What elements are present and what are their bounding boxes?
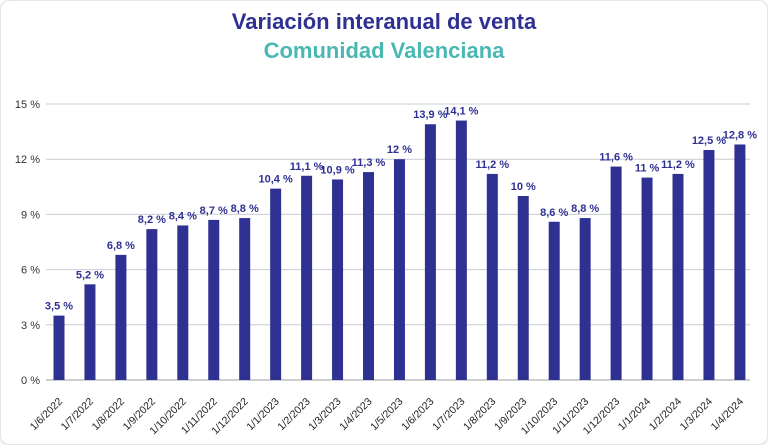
bar bbox=[239, 218, 251, 380]
bar bbox=[146, 229, 158, 380]
x-tick-label: 1/2/2024 bbox=[647, 396, 684, 433]
y-tick-label: 3 % bbox=[21, 320, 40, 332]
bar bbox=[610, 166, 622, 380]
bar bbox=[548, 221, 560, 380]
x-tick-label: 1/1/2023 bbox=[244, 396, 281, 433]
x-tick-label: 1/7/2023 bbox=[430, 396, 467, 433]
data-label: 11 % bbox=[635, 163, 660, 175]
bar bbox=[301, 175, 313, 380]
y-tick-label: 12 % bbox=[15, 154, 40, 166]
x-tick-label: 1/4/2024 bbox=[709, 396, 746, 433]
bar bbox=[579, 218, 591, 380]
x-tick-label: 1/8/2022 bbox=[90, 396, 127, 433]
bar bbox=[177, 225, 189, 380]
data-label: 13,9 % bbox=[413, 109, 447, 121]
data-label: 6,8 % bbox=[107, 240, 135, 252]
data-label: 10,9 % bbox=[320, 164, 354, 176]
bar bbox=[332, 179, 344, 380]
bar bbox=[115, 254, 127, 380]
bar bbox=[363, 172, 374, 380]
bar bbox=[703, 150, 715, 380]
x-tick-label: 1/5/2023 bbox=[368, 396, 405, 433]
data-label: 8,8 % bbox=[571, 203, 599, 215]
y-tick-label: 0 % bbox=[21, 375, 40, 387]
bar bbox=[393, 159, 405, 380]
data-label: 8,6 % bbox=[540, 207, 568, 219]
x-tick-label: 1/4/2023 bbox=[337, 396, 374, 433]
data-label: 8,7 % bbox=[200, 205, 228, 217]
data-label: 8,2 % bbox=[138, 214, 166, 226]
data-label: 12 % bbox=[387, 144, 412, 156]
data-label: 14,1 % bbox=[444, 106, 478, 118]
data-label: 11,3 % bbox=[352, 157, 386, 169]
x-tick-label: 1/3/2024 bbox=[678, 396, 715, 433]
x-tick-label: 1/6/2022 bbox=[28, 396, 65, 433]
bar bbox=[84, 284, 96, 380]
bar bbox=[486, 173, 498, 380]
bar bbox=[517, 196, 529, 380]
data-label: 10 % bbox=[511, 181, 536, 193]
data-label: 11,6 % bbox=[599, 152, 633, 164]
x-tick-label: 1/3/2023 bbox=[306, 396, 343, 433]
data-label: 12,8 % bbox=[723, 129, 757, 141]
data-label: 11,2 % bbox=[475, 159, 509, 171]
bar bbox=[455, 120, 467, 380]
data-label: 8,8 % bbox=[231, 203, 259, 215]
data-label: 8,4 % bbox=[169, 210, 197, 222]
bar bbox=[672, 173, 684, 380]
x-tick-label: 1/6/2023 bbox=[399, 396, 436, 433]
bar bbox=[734, 144, 746, 380]
data-label: 5,2 % bbox=[76, 269, 104, 281]
x-tick-label: 1/2/2023 bbox=[275, 396, 312, 433]
bar bbox=[270, 188, 282, 380]
chart-subtitle: Comunidad Valenciana bbox=[263, 38, 505, 63]
x-tick-label: 1/7/2022 bbox=[59, 396, 96, 433]
data-label: 10,4 % bbox=[259, 174, 293, 186]
x-tick-label: 1/1/2024 bbox=[616, 396, 653, 433]
bar bbox=[53, 315, 65, 380]
data-label: 11,2 % bbox=[661, 159, 695, 171]
bar bbox=[424, 124, 436, 381]
y-tick-label: 9 % bbox=[21, 209, 40, 221]
y-tick-label: 15 % bbox=[15, 99, 40, 111]
x-tick-label: 1/8/2023 bbox=[461, 396, 498, 433]
data-label: 12,5 % bbox=[692, 135, 726, 147]
data-label: 3,5 % bbox=[45, 301, 73, 313]
bar bbox=[641, 177, 653, 380]
bar bbox=[208, 219, 220, 380]
y-tick-label: 6 % bbox=[21, 265, 40, 277]
chart-title: Variación interanual de venta bbox=[231, 9, 537, 34]
data-label: 11,1 % bbox=[290, 161, 324, 173]
